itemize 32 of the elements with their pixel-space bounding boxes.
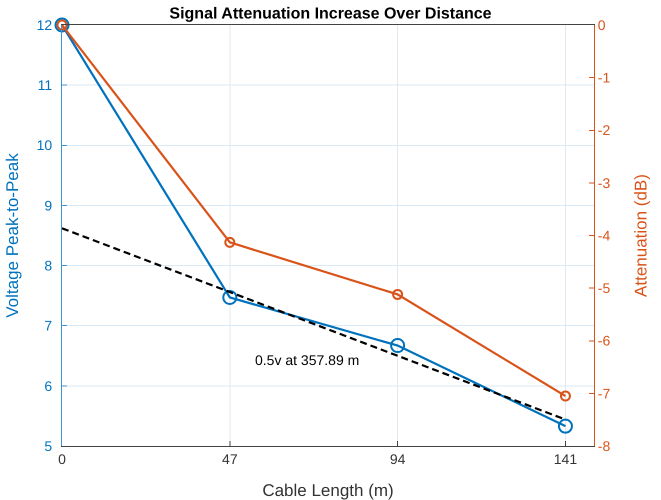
point bbox=[392, 288, 404, 300]
x-tick-label: 0 bbox=[58, 450, 66, 467]
y-tick-label: 11 bbox=[38, 77, 52, 94]
y-tick-label: 9 bbox=[44, 197, 52, 214]
y-tick-label: 5 bbox=[44, 438, 52, 454]
point bbox=[390, 338, 406, 354]
point bbox=[222, 290, 238, 305]
y-axis-title: Voltage Peak-to-Peak bbox=[3, 152, 22, 318]
x-tick-label: 94 bbox=[390, 450, 406, 467]
point bbox=[224, 236, 236, 248]
point bbox=[560, 390, 571, 402]
y2-tick-label: -8 bbox=[598, 438, 610, 454]
y-tick-label: 8 bbox=[44, 257, 52, 274]
y-tick-label: 12 bbox=[36, 16, 52, 33]
annotation: 0.5v at 357.89 m bbox=[255, 352, 360, 368]
y2-tick-label: 0 bbox=[598, 16, 606, 33]
y-tick-label: 6 bbox=[44, 378, 52, 394]
y2-tick-label: -1 bbox=[598, 70, 610, 86]
y2-tick-label: -2 bbox=[598, 122, 610, 138]
x-axis-title: Cable Length (m) bbox=[262, 481, 394, 500]
x-tick-label: 47 bbox=[222, 450, 238, 467]
y2-tick-label: -7 bbox=[598, 385, 610, 402]
y2-axis-title: Attenuation (dB) bbox=[632, 174, 650, 297]
point bbox=[558, 418, 573, 434]
y2-tick-label: -3 bbox=[598, 174, 610, 191]
chart-title: Signal Attenuation Increase Over Distance bbox=[169, 6, 492, 23]
y-tick-label: 10 bbox=[36, 137, 52, 154]
y2-tick-label: -5 bbox=[598, 280, 610, 296]
y-tick-label: 7 bbox=[44, 318, 52, 334]
y2-tick-label: -4 bbox=[598, 227, 610, 244]
x-tick-label: 141 bbox=[554, 450, 578, 467]
y2-tick-label: -6 bbox=[598, 332, 610, 349]
